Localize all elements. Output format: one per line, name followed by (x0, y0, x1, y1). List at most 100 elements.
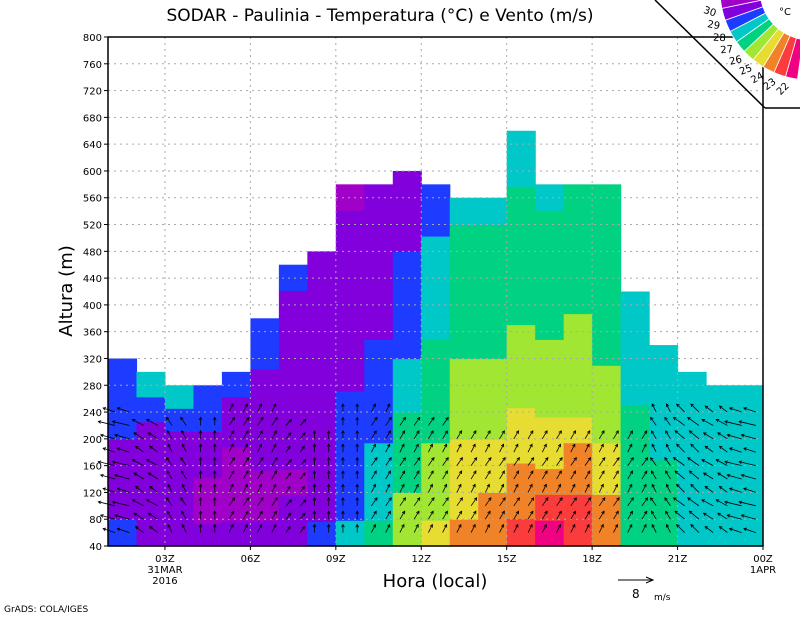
wind-arrow-head (341, 456, 345, 461)
temperature-cell (250, 495, 280, 522)
wind-arrow (299, 486, 305, 493)
y-tick-label: 240 (83, 408, 102, 419)
y-tick-label: 680 (83, 113, 102, 124)
wind-arrow (181, 430, 187, 440)
wind-arrow (371, 417, 378, 426)
wind-arrow-head (326, 430, 331, 434)
wind-arrow (727, 514, 742, 520)
wind-arrow (148, 432, 159, 440)
wind-arrow (513, 497, 520, 507)
wind-arrow (399, 417, 406, 426)
wind-arrow-head (429, 443, 433, 448)
temperature-cell (335, 313, 365, 340)
wind-arrow (674, 470, 685, 480)
wind-arrow-head (614, 523, 618, 528)
wind-arrow-head (473, 456, 478, 461)
wind-arrow-head (572, 443, 576, 448)
temperature-cell (592, 494, 622, 521)
wind-arrow-head (672, 416, 677, 421)
wind-arrow-head (545, 497, 549, 501)
wind-arrow-head (614, 483, 618, 488)
wind-arrow-head (273, 510, 277, 515)
temperature-cell (421, 365, 451, 392)
temperature-cell (449, 224, 479, 252)
y-tick-label: 760 (83, 60, 102, 71)
wind-arrow (228, 497, 235, 507)
wind-arrow-head (715, 499, 720, 503)
wind-arrow-head (260, 416, 264, 421)
y-tick-label: 320 (83, 354, 102, 365)
wind-arrow-head (529, 443, 533, 448)
wind-arrow (117, 407, 130, 413)
wind-arrow-head (401, 510, 406, 515)
wind-arrow-head (355, 430, 359, 434)
wind-arrow (285, 499, 292, 507)
wind-arrow (743, 447, 757, 453)
wind-arrow (485, 497, 492, 507)
temperature-cell (335, 261, 365, 289)
wind-arrow (651, 430, 657, 440)
wind-arrow-head (740, 514, 745, 518)
wind-arrow (701, 419, 714, 426)
wind-arrow-head (341, 470, 345, 474)
wind-arrow-head (258, 523, 263, 528)
wind-arrow-head (167, 523, 171, 528)
wind-arrow (570, 511, 576, 520)
wind-arrow-head (487, 470, 491, 475)
wind-arrow-head (629, 430, 633, 434)
wind-arrow-head (643, 443, 647, 448)
wind-arrow-head (198, 443, 203, 448)
wind-arrow (527, 430, 534, 440)
wind-arrow-head (500, 483, 505, 488)
x-tick-label: 09Z (326, 554, 346, 565)
temperature-cell (649, 488, 679, 518)
wind-arrow (299, 512, 306, 520)
wind-arrow-head (287, 512, 292, 517)
wind-arrow-head (198, 456, 203, 461)
wind-arrow (513, 430, 519, 440)
wind-arrow (149, 445, 159, 453)
wind-arrow-head (180, 456, 184, 461)
wind-arrow-head (630, 456, 634, 461)
wind-arrow-head (231, 430, 235, 434)
wind-arrow (149, 526, 159, 533)
wind-arrow-head (231, 456, 236, 461)
wind-arrow (299, 419, 307, 426)
wind-arrow (146, 459, 159, 466)
temperature-cell (164, 431, 195, 455)
wind-arrow (527, 444, 533, 453)
wind-arrow (133, 432, 144, 440)
wind-arrow-head (650, 470, 655, 475)
wind-arrow (513, 524, 519, 533)
wind-arrow-head (629, 510, 633, 515)
wind-arrow-head (544, 470, 548, 475)
wind-arrow (413, 444, 419, 453)
wind-arrow-head (472, 523, 476, 528)
wind-arrow (527, 484, 533, 493)
wind-arrow-head (213, 443, 217, 448)
wind-arrow-head (629, 443, 633, 448)
legend-color-band (720, 0, 762, 9)
wind-arrow (228, 417, 235, 426)
wind-arrow (181, 470, 187, 480)
legend-level-label: 29 (706, 19, 721, 32)
wind-arrow (228, 524, 234, 533)
wind-arrow (664, 417, 671, 426)
wind-arrow (257, 444, 262, 453)
wind-arrow (556, 457, 563, 466)
wind-arrow (385, 511, 391, 520)
temperature-cell (449, 412, 479, 440)
wind-arrow-head (701, 499, 705, 503)
wind-arrow-head (416, 430, 420, 434)
temperature-cell (421, 287, 451, 315)
wind-arrow-head (650, 430, 655, 434)
temperature-cell (392, 304, 422, 333)
wind-arrow (456, 470, 463, 480)
wind-arrow-head (444, 470, 448, 475)
y-tick-label: 640 (83, 140, 102, 151)
wind-arrow-head (181, 430, 185, 434)
wind-arrow-head (676, 483, 680, 488)
wind-arrow (470, 430, 477, 440)
wind-arrow-head (258, 403, 263, 408)
